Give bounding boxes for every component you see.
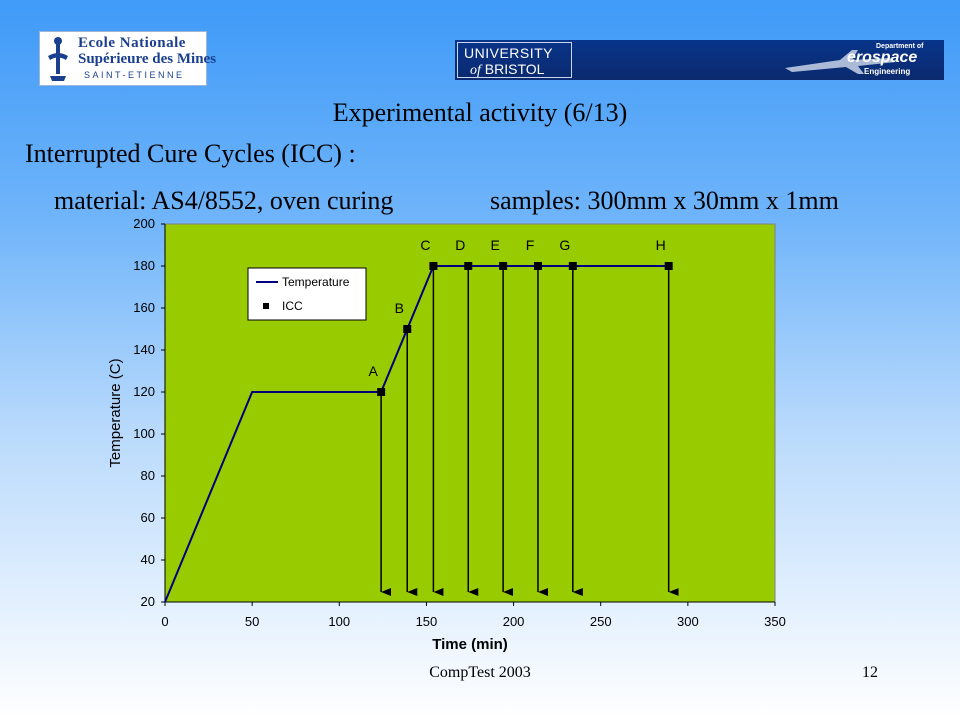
icc-label-b: B — [395, 300, 404, 316]
icc-marker-c — [429, 262, 438, 270]
x-tick-label: 250 — [590, 614, 612, 629]
emse-logo: Ecole Nationale Supérieure des Mines SAI… — [39, 31, 216, 86]
y-tick-label: 100 — [133, 426, 155, 441]
legend-label-temperature: Temperature — [282, 275, 350, 289]
x-tick-label: 150 — [416, 614, 438, 629]
bristol-logo-line2: of BRISTOL — [470, 61, 544, 79]
bristol-logo-of: of — [470, 63, 481, 78]
icc-label-f: F — [526, 237, 535, 253]
emse-crest-icon — [48, 37, 68, 81]
footer-conference: CompTest 2003 — [429, 664, 531, 681]
icc-label-g: G — [559, 237, 570, 253]
icc-label-e: E — [490, 237, 499, 253]
icc-marker-a — [377, 388, 386, 396]
x-tick-label: 200 — [503, 614, 525, 629]
x-tick-label: 0 — [161, 614, 168, 629]
x-tick-label: 300 — [677, 614, 699, 629]
emse-logo-line3: SAINT-ETIENNE — [84, 70, 185, 80]
aerospace-dept-label: Department of — [876, 43, 924, 50]
chart-legend: Temperature ICC — [247, 267, 367, 321]
y-tick-label: 80 — [141, 468, 155, 483]
y-tick-label: 160 — [133, 300, 155, 315]
airplane-icon — [785, 50, 896, 74]
x-tick-label: 50 — [245, 614, 259, 629]
icc-marker-d — [464, 262, 473, 270]
y-tick-label: 180 — [133, 258, 155, 273]
icc-label-a: A — [368, 363, 378, 379]
slide-subtitle: Interrupted Cure Cycles (ICC) : — [25, 139, 356, 168]
icc-marker-h — [664, 262, 673, 270]
aerospace-word: erospace — [847, 49, 918, 66]
icc-marker-b — [403, 325, 412, 333]
x-axis-title: Time (min) — [432, 636, 508, 653]
icc-label-d: D — [455, 237, 465, 253]
y-axis-title: Temperature (C) — [107, 358, 124, 467]
y-tick-label: 40 — [141, 552, 155, 567]
legend-marker-swatch — [263, 303, 269, 309]
slide-title: Experimental activity (6/13) — [332, 98, 628, 127]
legend-box — [247, 267, 367, 321]
aerospace-engineering-label: Engineering — [864, 67, 911, 76]
icc-label-h: H — [656, 237, 666, 253]
material-description: material: AS4/8552, oven curing — [54, 186, 394, 215]
emse-logo-line2: Supérieure des Mines — [78, 51, 217, 67]
icc-marker-g — [568, 262, 577, 270]
y-tick-label: 140 — [133, 342, 155, 357]
bristol-logo: UNIVERSITY of BRISTOL — [457, 42, 572, 78]
legend-label-icc: ICC — [282, 299, 303, 313]
y-tick-label: 20 — [141, 594, 155, 609]
y-tick-label: 60 — [141, 510, 155, 525]
bristol-aerospace-banner: UNIVERSITY of BRISTOL Department of eros… — [455, 40, 944, 80]
bristol-logo-line1: UNIVERSITY — [464, 45, 554, 61]
y-tick-label: 120 — [133, 384, 155, 399]
icc-label-c: C — [420, 237, 430, 253]
bristol-logo-name: BRISTOL — [484, 61, 545, 77]
icc-marker-f — [533, 262, 542, 270]
page-number: 12 — [862, 664, 878, 681]
emse-logo-line1: Ecole Nationale — [78, 35, 186, 51]
y-tick-label: 200 — [133, 216, 155, 231]
x-tick-label: 100 — [328, 614, 350, 629]
samples-description: samples: 300mm x 30mm x 1mm — [490, 186, 839, 215]
x-tick-label: 350 — [764, 614, 786, 629]
icc-marker-e — [499, 262, 508, 270]
